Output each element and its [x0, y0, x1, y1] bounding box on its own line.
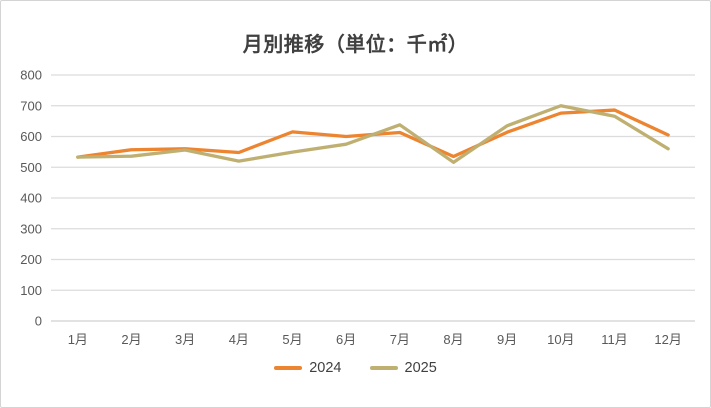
x-tick-label: 8月 [443, 332, 463, 347]
y-tick-label: 800 [20, 68, 42, 83]
y-tick-label: 200 [20, 252, 42, 267]
x-tick-label: 1月 [68, 332, 88, 347]
y-tick-label: 0 [35, 314, 42, 329]
x-tick-label: 5月 [282, 332, 302, 347]
x-tick-label: 9月 [497, 332, 517, 347]
y-tick-label: 700 [20, 98, 42, 113]
x-tick-label: 3月 [175, 332, 195, 347]
x-tick-label: 7月 [390, 332, 410, 347]
y-tick-label: 400 [20, 191, 42, 206]
x-tick-label: 11月 [601, 332, 628, 347]
legend: 2024 2025 [1, 360, 710, 376]
legend-label-2025: 2025 [404, 360, 437, 376]
legend-swatch-2024 [274, 366, 303, 370]
x-tick-label: 12月 [654, 332, 681, 347]
x-tick-label: 10月 [547, 332, 574, 347]
y-tick-label: 100 [20, 283, 42, 298]
legend-item-2024: 2024 [274, 360, 342, 376]
y-tick-label: 300 [20, 221, 42, 236]
legend-swatch-2025 [369, 366, 398, 370]
legend-item-2025: 2025 [369, 360, 437, 376]
x-tick-label: 2月 [121, 332, 141, 347]
chart-title: 月別推移（単位：千㎡） [242, 34, 469, 56]
x-tick-label: 4月 [229, 332, 249, 347]
y-tick-label: 600 [20, 129, 42, 144]
legend-label-2024: 2024 [309, 360, 342, 376]
x-tick-label: 6月 [336, 332, 356, 347]
series-line-2025 [76, 104, 670, 164]
y-tick-label: 500 [20, 160, 42, 175]
